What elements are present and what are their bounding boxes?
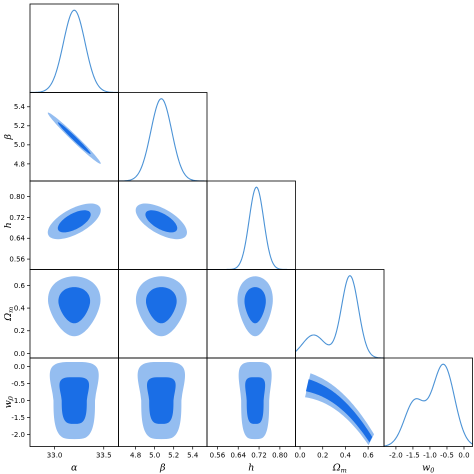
ytick-label-omega_m-0: 0.6: [14, 282, 26, 290]
ytick-label-omega_m-3: 0.0: [14, 350, 25, 358]
ytick-label-h-0: 0.80: [9, 193, 25, 201]
contour-68-h-w0: [245, 377, 266, 424]
ytick-label-beta-3: 4.8: [14, 160, 25, 168]
ytick-label-w0-0: 0.0: [14, 363, 25, 371]
xtick-label-omega_m-3: 0.6: [363, 452, 375, 460]
ytick-label-omega_m-2: 0.2: [14, 327, 25, 335]
xlabel-alpha: α: [71, 463, 78, 474]
ytick-label-h-2: 0.64: [9, 235, 25, 243]
contour-h-w0: [238, 361, 272, 440]
contour-68-alpha-beta: [57, 122, 91, 155]
xtick-label-beta-3: 5.4: [187, 452, 199, 460]
contour-alpha-omega_m: [48, 276, 101, 337]
ylabel-h: h: [3, 222, 14, 228]
xlabel-beta: β: [159, 463, 166, 474]
contour-alpha-w0: [49, 361, 99, 440]
xtick-label-w0-3: -0.5: [440, 452, 454, 460]
ytick-label-beta-2: 5.0: [14, 141, 25, 149]
contour-68-beta-w0: [147, 377, 176, 424]
ytick-label-beta-0: 5.4: [14, 103, 26, 111]
contour-68-beta-omega_m: [145, 287, 177, 324]
xtick-label-omega_m-1: 0.2: [317, 452, 328, 460]
panel-w0-w0: [383, 357, 473, 447]
xlabel-omega_m: Ωm: [332, 463, 347, 474]
xtick-label-omega_m-0: 0.0: [294, 452, 305, 460]
xtick-label-alpha-1: 33.5: [96, 452, 112, 460]
contour-beta-omega_m: [135, 276, 187, 337]
marginal-alpha: [29, 9, 119, 94]
xtick-label-h-3: 0.80: [272, 452, 288, 460]
xtick-label-w0-2: -1.0: [423, 452, 437, 460]
marginal-h: [207, 186, 296, 271]
panel-h-h: [206, 180, 296, 270]
xtick-label-w0-4: 0.0: [458, 452, 469, 460]
contour-beta-w0: [137, 361, 186, 440]
marginal-omega_m: [295, 275, 385, 359]
xtick-label-w0-0: -2.0: [389, 452, 403, 460]
ytick-label-h-1: 0.72: [9, 214, 25, 222]
xtick-label-beta-1: 5.0: [149, 452, 160, 460]
ytick-label-w0-3: -1.5: [11, 414, 25, 422]
xtick-label-h-1: 0.64: [230, 452, 246, 460]
xtick-label-alpha-0: 33.0: [47, 452, 63, 460]
marginal-w0: [383, 363, 473, 447]
ylabel-w0: w0: [3, 396, 15, 408]
contour-beta-h: [135, 203, 187, 240]
xlabel-w0: w0: [422, 463, 434, 474]
contour-68-alpha-h: [57, 210, 91, 233]
ytick-label-h-3: 0.56: [9, 255, 25, 263]
ytick-label-beta-1: 5.2: [14, 122, 25, 130]
ylabel-omega_m: Ωm: [3, 307, 15, 322]
panel-alpha-alpha: [29, 3, 119, 93]
xlabel-h: h: [248, 463, 254, 474]
xtick-label-beta-2: 5.2: [168, 452, 179, 460]
xtick-label-h-2: 0.72: [251, 452, 267, 460]
contour-alpha-beta: [47, 112, 101, 164]
contour-68-h-omega_m: [244, 287, 266, 324]
marginal-beta: [118, 98, 207, 182]
ytick-label-w0-1: -0.5: [11, 380, 25, 388]
xtick-label-omega_m-2: 0.4: [340, 452, 352, 460]
ytick-label-omega_m-1: 0.4: [14, 304, 26, 312]
xtick-label-w0-1: -1.5: [406, 452, 420, 460]
panel-beta-beta: [118, 92, 208, 182]
contour-alpha-h: [47, 203, 101, 240]
contour-68-omega_m-w0: [305, 379, 373, 443]
ytick-label-w0-4: -2.0: [11, 431, 25, 439]
contour-omega_m-w0: [305, 373, 375, 446]
contour-h-omega_m: [237, 276, 273, 337]
contour-68-alpha-omega_m: [58, 287, 91, 324]
contour-68-alpha-w0: [59, 377, 90, 424]
ytick-label-w0-2: -1.0: [11, 397, 25, 405]
xtick-label-h-0: 0.56: [210, 452, 226, 460]
xtick-label-beta-0: 4.8: [130, 452, 141, 460]
ylabel-beta: β: [3, 134, 14, 141]
contour-68-beta-h: [145, 210, 178, 233]
